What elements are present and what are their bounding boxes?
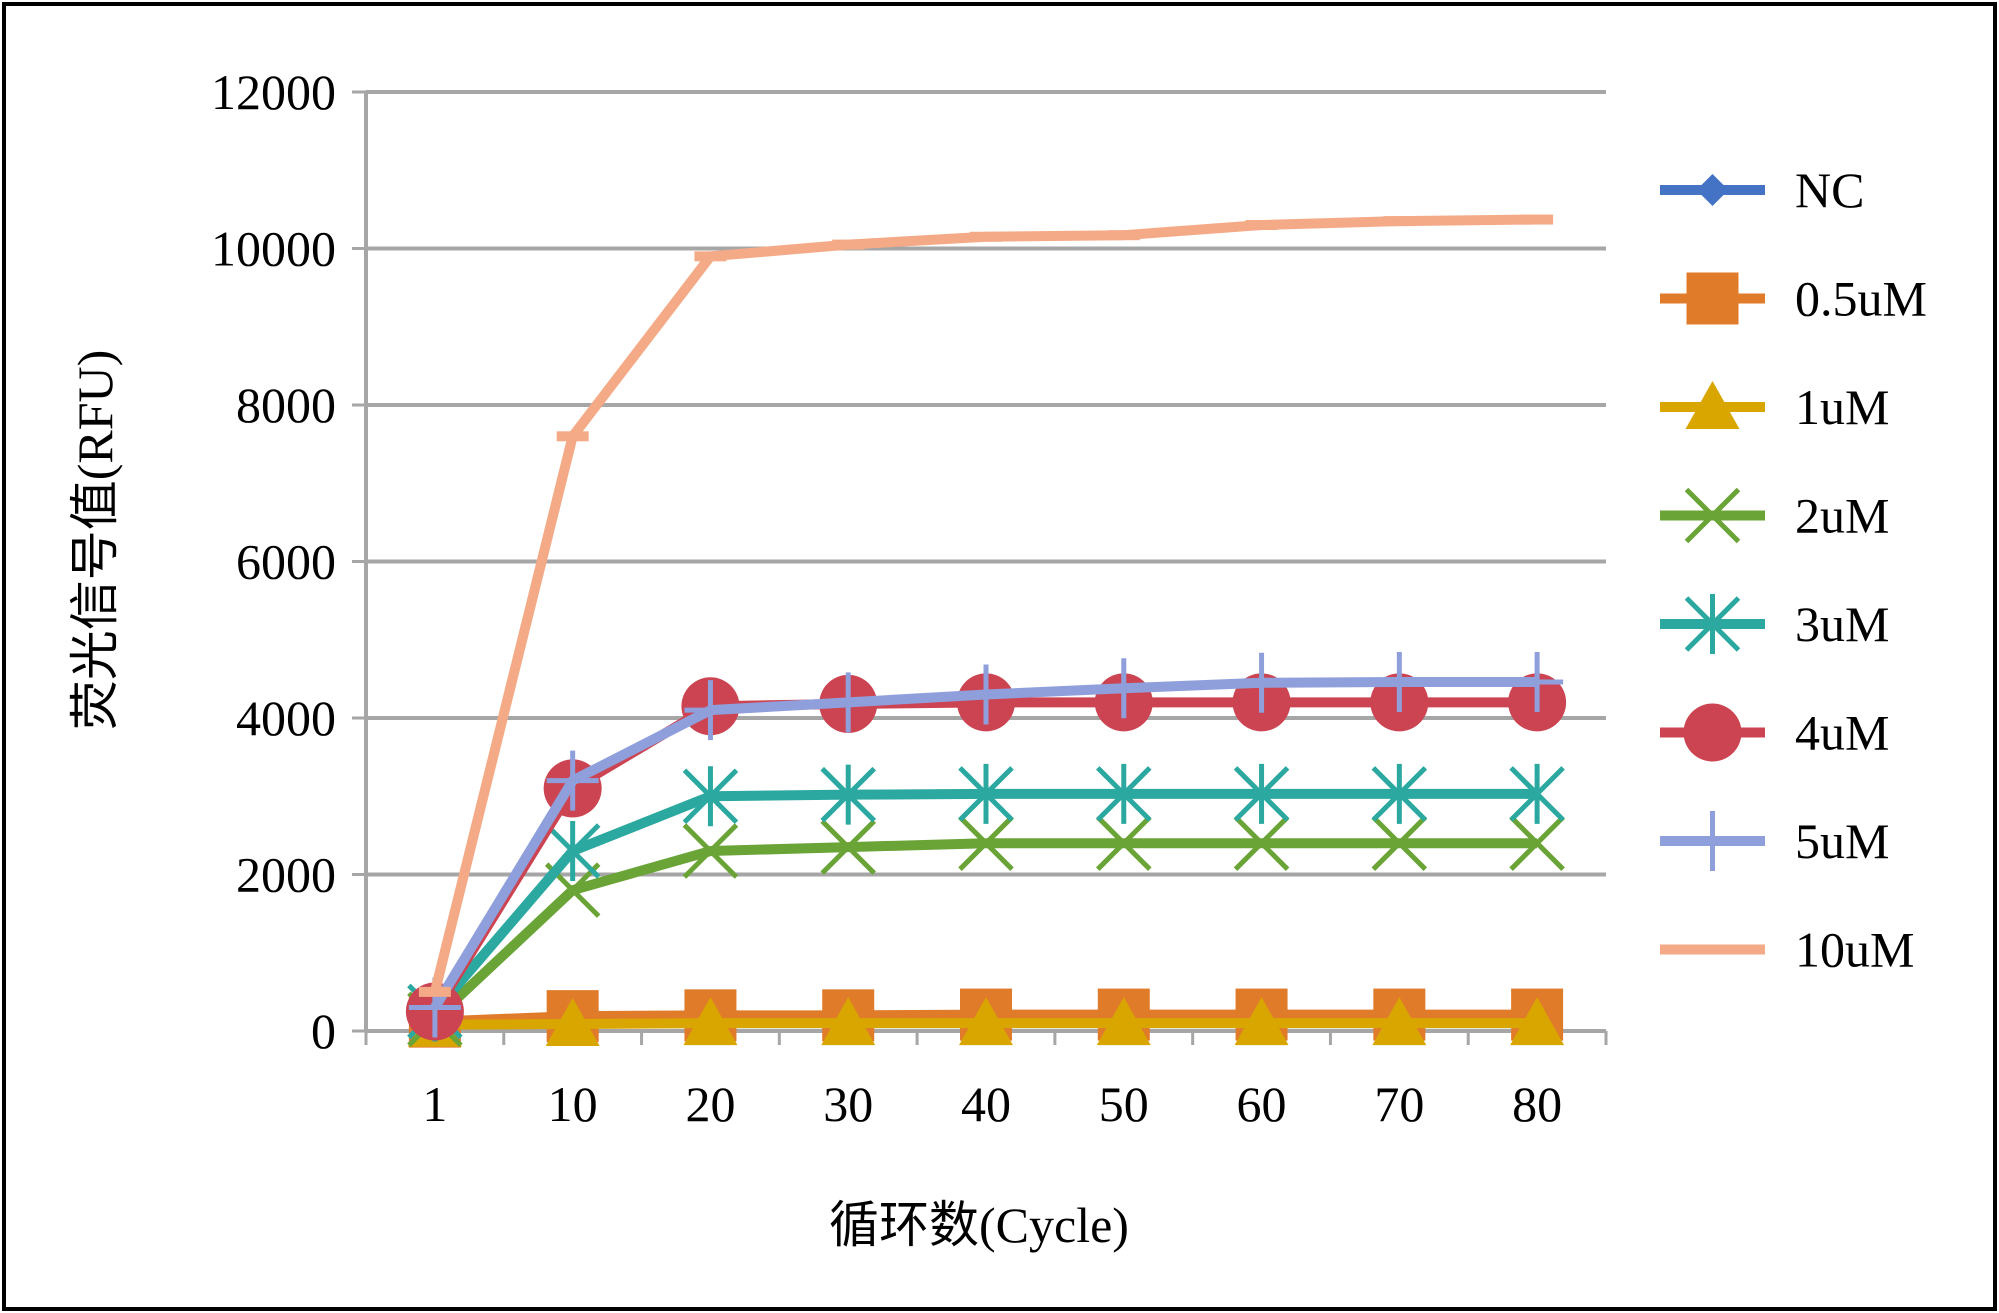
data-point — [1509, 763, 1565, 824]
data-point — [684, 680, 737, 741]
y-tick-label: 4000 — [236, 690, 336, 746]
x-tick-label: 40 — [961, 1076, 1011, 1132]
data-point — [1372, 997, 1427, 1046]
data-point — [556, 431, 589, 442]
series-5uM — [408, 652, 1564, 1038]
data-point — [545, 997, 600, 1046]
data-point — [821, 997, 876, 1046]
legend-item: 2uM — [1660, 488, 1889, 544]
data-point — [820, 819, 876, 875]
legend-label: 10uM — [1795, 922, 1914, 978]
data-point — [822, 672, 875, 733]
y-tick-label: 6000 — [236, 534, 336, 590]
legend-marker — [1686, 811, 1739, 871]
data-point — [958, 815, 1014, 871]
y-tick-label: 2000 — [236, 847, 336, 903]
data-point — [958, 763, 1014, 824]
y-axis-title: 荧光信号值(RFU) — [67, 350, 123, 731]
x-tick-label: 60 — [1237, 1076, 1287, 1132]
data-point — [1096, 997, 1151, 1046]
legend-marker — [1696, 174, 1729, 206]
data-point — [1510, 997, 1565, 1046]
data-point — [418, 986, 451, 997]
y-tick-label: 12000 — [211, 64, 336, 120]
y-tick-label: 8000 — [236, 377, 336, 433]
data-point — [683, 997, 738, 1046]
data-point — [1511, 652, 1564, 713]
data-point — [960, 664, 1012, 725]
data-point — [1096, 763, 1152, 824]
data-point — [1371, 815, 1428, 871]
legend-label: 4uM — [1795, 705, 1889, 761]
legend-item: 3uM — [1660, 594, 1889, 654]
data-point — [544, 821, 601, 882]
legend-item: 4uM — [1660, 703, 1889, 762]
x-tick-label: 20 — [685, 1076, 735, 1132]
x-tick-label: 80 — [1512, 1076, 1562, 1132]
data-point — [832, 239, 865, 250]
x-tick-label: 1 — [422, 1076, 447, 1132]
data-point — [1107, 230, 1140, 241]
y-tick-label: 0 — [311, 1003, 336, 1059]
data-point — [1233, 815, 1290, 871]
x-tick-label: 50 — [1099, 1076, 1149, 1132]
legend-label: 0.5uM — [1795, 271, 1927, 327]
data-point — [1096, 815, 1152, 871]
data-point — [1234, 997, 1289, 1046]
legend-item: NC — [1660, 162, 1864, 218]
legend-marker — [1684, 594, 1741, 654]
legend: NC 0.5uM 1uM 2uM 3uM 4uM 5uM 10uM — [1660, 162, 1927, 978]
data-point — [546, 750, 599, 811]
legend-marker — [1684, 487, 1741, 544]
legend-marker — [1683, 703, 1742, 762]
data-point — [694, 251, 727, 262]
legend-label: NC — [1795, 162, 1864, 218]
data-point — [959, 997, 1013, 1046]
data-point — [820, 764, 876, 825]
legend-label: 2uM — [1795, 488, 1889, 544]
legend-item: 1uM — [1660, 379, 1889, 435]
data-point — [1245, 220, 1278, 231]
legend-label: 1uM — [1795, 379, 1889, 435]
legend-label: 3uM — [1795, 596, 1889, 652]
data-point — [1521, 214, 1554, 225]
x-tick-label: 10 — [548, 1076, 598, 1132]
x-axis-title: 循环数(Cycle) — [829, 1197, 1129, 1253]
legend-item: 10uM — [1660, 922, 1914, 978]
series-2uM — [407, 815, 1565, 1048]
series-10uM — [418, 214, 1554, 997]
data-point — [970, 231, 1002, 242]
series-group — [405, 214, 1567, 1048]
y-tick-label: 10000 — [211, 221, 336, 277]
legend-label: 5uM — [1795, 813, 1889, 869]
data-point — [682, 766, 739, 827]
legend-item: 0.5uM — [1660, 271, 1927, 327]
data-point — [1373, 652, 1426, 713]
legend-marker — [1685, 381, 1740, 429]
data-point — [1235, 652, 1288, 713]
data-point — [1509, 815, 1565, 871]
x-tick-label: 70 — [1374, 1076, 1424, 1132]
legend-item: 5uM — [1660, 811, 1889, 871]
data-point — [1371, 763, 1428, 824]
legend-marker — [1696, 944, 1729, 955]
axes: 0 2000 4000 6000 8000 10000 12000 1 10 20 30 40 50 60… — [211, 64, 1608, 1132]
data-point — [1233, 763, 1290, 824]
data-point — [682, 823, 739, 879]
series-1uM — [407, 997, 1565, 1047]
x-tick-label: 30 — [823, 1076, 873, 1132]
data-point — [1097, 658, 1150, 719]
data-point — [1383, 216, 1416, 227]
legend-marker — [1686, 272, 1739, 325]
